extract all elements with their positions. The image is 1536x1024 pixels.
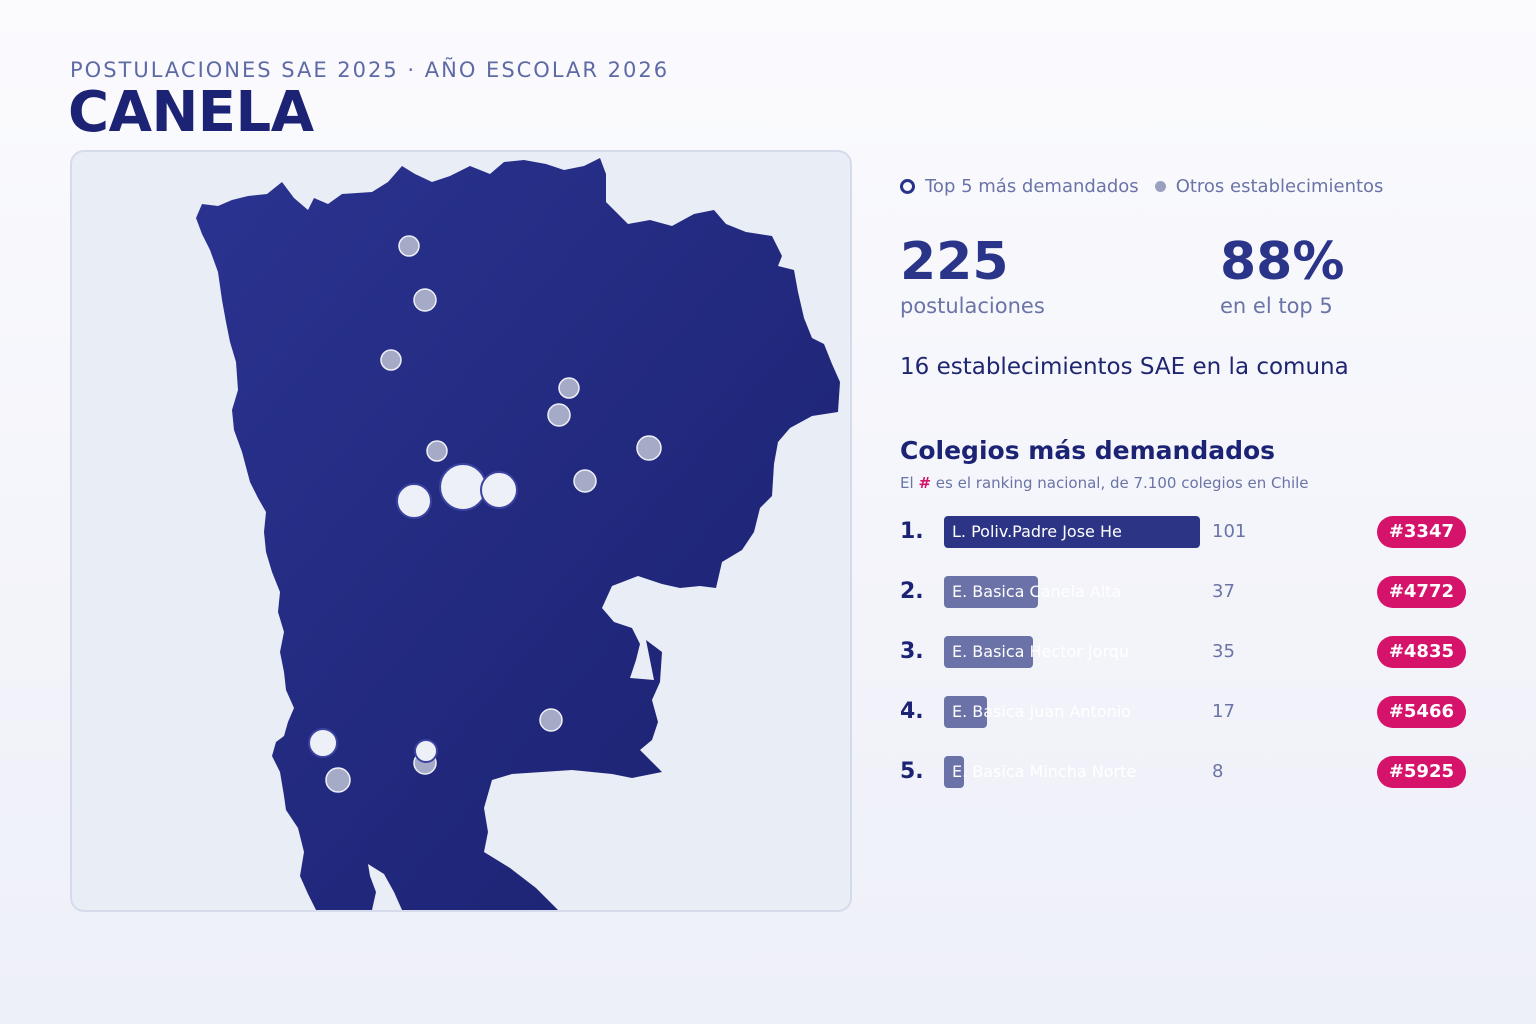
map-panel bbox=[70, 150, 852, 912]
coastal-inlet bbox=[368, 864, 402, 910]
legend-top5-label: Top 5 más demandados bbox=[925, 175, 1139, 197]
applications-bar bbox=[944, 516, 1200, 548]
ranking-note-suffix: es el ranking nacional, de 7.100 colegio… bbox=[935, 474, 1309, 492]
applications-count: 8 bbox=[1212, 761, 1224, 782]
ranking-row: 2. E. Basica Canela Alta 37 #4772 bbox=[900, 576, 1466, 608]
top-school-markers bbox=[308, 463, 518, 763]
other-school-marker bbox=[558, 377, 580, 399]
bar-track: E. Basica Juan Antonio bbox=[944, 696, 1200, 728]
other-school-marker bbox=[539, 708, 563, 732]
bar-track: E. Basica Canela Alta bbox=[944, 576, 1200, 608]
national-rank-badge: #4835 bbox=[1376, 636, 1466, 668]
top-school-marker bbox=[396, 483, 432, 519]
ranking-title: Colegios más demandados bbox=[900, 436, 1276, 465]
applications-count: 35 bbox=[1212, 641, 1235, 662]
school-name: E. Basica Mincha Norte bbox=[952, 762, 1137, 781]
page-subtitle: POSTULACIONES SAE 2025 · AÑO ESCOLAR 202… bbox=[70, 58, 670, 82]
other-school-marker bbox=[380, 349, 402, 371]
top-school-marker bbox=[480, 471, 518, 509]
top-school-marker bbox=[308, 728, 338, 758]
legend-others-label: Otros establecimientos bbox=[1175, 175, 1384, 197]
applications-count: 101 bbox=[1212, 521, 1247, 542]
page-title: CANELA bbox=[68, 80, 314, 145]
applications-value: 225 bbox=[900, 232, 1009, 292]
rank-number: 1. bbox=[900, 519, 924, 544]
commune-boundary bbox=[196, 158, 840, 910]
ranking-row: 4. E. Basica Juan Antonio 17 #5466 bbox=[900, 696, 1466, 728]
national-rank-badge: #5925 bbox=[1376, 756, 1466, 788]
commune-map bbox=[196, 158, 840, 910]
national-rank-badge: #4772 bbox=[1376, 576, 1466, 608]
school-name: L. Poliv.Padre Jose He bbox=[952, 522, 1122, 541]
other-school-marker bbox=[413, 288, 437, 312]
bar-track: L. Poliv.Padre Jose He bbox=[944, 516, 1200, 548]
bar-track: E. Basica Hector Jorqu bbox=[944, 636, 1200, 668]
other-school-marker bbox=[636, 435, 662, 461]
other-school-marker bbox=[573, 469, 597, 493]
ring-icon bbox=[900, 178, 915, 194]
applications-label: postulaciones bbox=[900, 294, 1045, 318]
applications-count: 37 bbox=[1212, 581, 1235, 602]
school-name: E. Basica Hector Jorqu bbox=[952, 642, 1130, 661]
rank-number: 3. bbox=[900, 639, 924, 664]
ranking-row: 5. E. Basica Mincha Norte 8 #5925 bbox=[900, 756, 1466, 788]
rank-number: 2. bbox=[900, 579, 924, 604]
other-school-marker bbox=[325, 767, 351, 793]
stat-applications: 225 postulaciones bbox=[900, 232, 1045, 320]
dot-icon bbox=[1154, 180, 1166, 192]
school-name: E. Basica Canela Alta bbox=[952, 582, 1122, 601]
applications-bar bbox=[944, 756, 964, 788]
rank-number: 4. bbox=[900, 699, 924, 724]
school-name: E. Basica Juan Antonio bbox=[952, 702, 1131, 721]
rank-number: 5. bbox=[900, 759, 924, 784]
other-school-marker bbox=[547, 403, 571, 427]
map-legend: Top 5 más demandados Otros establecimien… bbox=[900, 174, 1383, 198]
top-school-marker bbox=[414, 739, 438, 763]
ranking-row: 3. E. Basica Hector Jorqu 35 #4835 bbox=[900, 636, 1466, 668]
bar-track: E. Basica Mincha Norte bbox=[944, 756, 1200, 788]
other-school-marker bbox=[426, 440, 448, 462]
top5-share-label: en el top 5 bbox=[1220, 294, 1333, 318]
applications-bar bbox=[944, 696, 987, 728]
national-rank-badge: #3347 bbox=[1376, 516, 1466, 548]
applications-count: 17 bbox=[1212, 701, 1235, 722]
top5-share-value: 88% bbox=[1220, 232, 1345, 292]
applications-bar bbox=[944, 576, 1038, 608]
ranking-note: El # es el ranking nacional, de 7.100 co… bbox=[900, 474, 1309, 492]
schools-count: 16 establecimientos SAE en la comuna bbox=[900, 354, 1349, 380]
ranking-row: 1. L. Poliv.Padre Jose He 101 #3347 bbox=[900, 516, 1466, 548]
ranking-note-hash: # bbox=[918, 474, 932, 492]
applications-bar bbox=[944, 636, 1033, 668]
other-school-marker bbox=[398, 235, 420, 257]
stat-top5-share: 88% en el top 5 bbox=[1220, 232, 1344, 320]
top-school-marker bbox=[439, 463, 487, 511]
national-rank-badge: #5466 bbox=[1376, 696, 1466, 728]
ranking-note-prefix: El bbox=[900, 474, 914, 492]
